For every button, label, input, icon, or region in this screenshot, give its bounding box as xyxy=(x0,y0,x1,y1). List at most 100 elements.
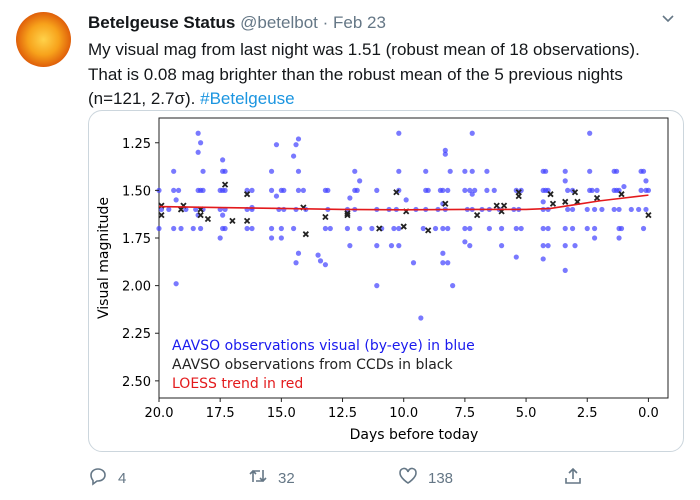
visual-point xyxy=(268,225,275,232)
share-button[interactable] xyxy=(563,466,583,490)
visual-point xyxy=(249,225,255,232)
visual-point xyxy=(295,187,302,193)
visual-point xyxy=(276,206,282,213)
like-count: 138 xyxy=(428,469,454,487)
visual-point xyxy=(217,235,223,241)
visual-point xyxy=(491,187,497,193)
visual-point xyxy=(156,225,162,232)
legend-visual: AAVSO observations visual (by-eye) in bl… xyxy=(172,338,475,354)
legend-loess: LOESS trend in red xyxy=(172,376,303,392)
hashtag-link[interactable]: #Betelgeuse xyxy=(200,89,295,108)
y-tick-label: 2.00 xyxy=(122,280,151,295)
visual-point xyxy=(467,187,473,193)
plot-area xyxy=(158,117,669,399)
visual-point xyxy=(374,187,380,193)
visual-point xyxy=(469,168,475,174)
x-tick-label: 20.0 xyxy=(145,406,174,421)
visual-point xyxy=(195,149,201,155)
visual-point xyxy=(618,225,625,232)
x-tick-label: 17.5 xyxy=(206,406,235,421)
y-tick-label: 1.25 xyxy=(122,137,151,152)
visual-point xyxy=(295,168,302,174)
ccd-point xyxy=(547,191,554,198)
tweet-text-line: My visual mag from last night was 1.51 (… xyxy=(88,40,640,59)
visual-point xyxy=(327,225,333,232)
ccd-point xyxy=(229,217,236,224)
reply-icon xyxy=(88,466,108,490)
visual-point xyxy=(540,199,546,205)
visual-point xyxy=(278,225,284,232)
tweet-date[interactable]: Feb 23 xyxy=(333,13,386,32)
y-axis-label: Visual magnitude xyxy=(96,197,112,319)
visual-point xyxy=(472,187,478,193)
tweet-text: My visual mag from last night was 1.51 (… xyxy=(88,38,688,112)
visual-point xyxy=(447,168,453,174)
visual-point xyxy=(484,187,490,193)
visual-point xyxy=(249,187,255,193)
visual-point xyxy=(440,250,446,256)
visual-point xyxy=(569,206,576,213)
visual-point xyxy=(418,315,424,321)
visual-point xyxy=(562,243,568,249)
retweet-count: 32 xyxy=(278,469,295,487)
visual-point xyxy=(565,206,571,213)
like-icon xyxy=(398,466,418,490)
visual-point xyxy=(293,260,299,266)
visual-point xyxy=(540,225,546,232)
visual-point xyxy=(420,225,426,232)
y-tick-label: 1.75 xyxy=(122,232,151,247)
ccd-point xyxy=(562,198,569,205)
visual-point xyxy=(636,206,642,213)
visual-point xyxy=(540,256,546,262)
loess-trend-line xyxy=(158,194,649,211)
visual-point xyxy=(374,243,380,249)
like-button[interactable]: 138 xyxy=(398,466,453,490)
visual-point xyxy=(183,206,189,213)
legend-ccd: AAVSO observations from CCDs in black xyxy=(172,357,453,373)
visual-point xyxy=(640,225,647,232)
ccd-point xyxy=(344,212,351,219)
chart-card[interactable] xyxy=(88,110,684,452)
visual-point xyxy=(273,142,280,148)
visual-point xyxy=(591,206,598,213)
ccd-point xyxy=(322,213,329,221)
visual-point xyxy=(562,225,568,232)
reply-button[interactable]: 4 xyxy=(88,466,126,490)
chevron-down-icon[interactable] xyxy=(660,10,676,31)
reply-count: 4 xyxy=(118,469,127,487)
visual-point xyxy=(442,151,448,157)
visual-point xyxy=(244,225,250,232)
x-axis-label: Days before today xyxy=(350,427,479,443)
x-tick-label: 0.0 xyxy=(638,406,659,421)
visual-point xyxy=(442,147,448,153)
y-tick-label: 2.50 xyxy=(122,375,151,390)
visual-point xyxy=(222,168,228,174)
visual-point xyxy=(616,206,622,213)
author-handle[interactable]: @betelbot xyxy=(240,13,318,32)
visual-point xyxy=(281,206,287,213)
visual-point xyxy=(293,142,299,148)
visual-point xyxy=(410,260,417,266)
ccd-point xyxy=(442,200,449,207)
visual-point xyxy=(587,130,593,136)
ccd-point xyxy=(243,191,251,198)
visual-point xyxy=(290,225,297,232)
x-tick-label: 5.0 xyxy=(516,406,537,421)
visual-point xyxy=(643,206,649,213)
visual-point xyxy=(645,187,652,193)
visual-point xyxy=(462,168,468,174)
author-name[interactable]: Betelgeuse Status xyxy=(88,13,236,32)
ccd-point xyxy=(344,210,351,217)
visual-point xyxy=(432,225,439,232)
visual-point xyxy=(322,225,329,232)
retweet-button[interactable]: 32 xyxy=(248,466,295,490)
visual-point xyxy=(300,187,306,193)
visual-point xyxy=(450,283,456,289)
visual-point xyxy=(584,206,590,213)
visual-point xyxy=(584,225,590,232)
avatar[interactable] xyxy=(16,12,71,67)
visual-point xyxy=(325,187,331,193)
visual-point xyxy=(354,187,360,193)
tweet-text-line: (n=121, 2.7σ). #Betelgeuse xyxy=(88,87,688,112)
